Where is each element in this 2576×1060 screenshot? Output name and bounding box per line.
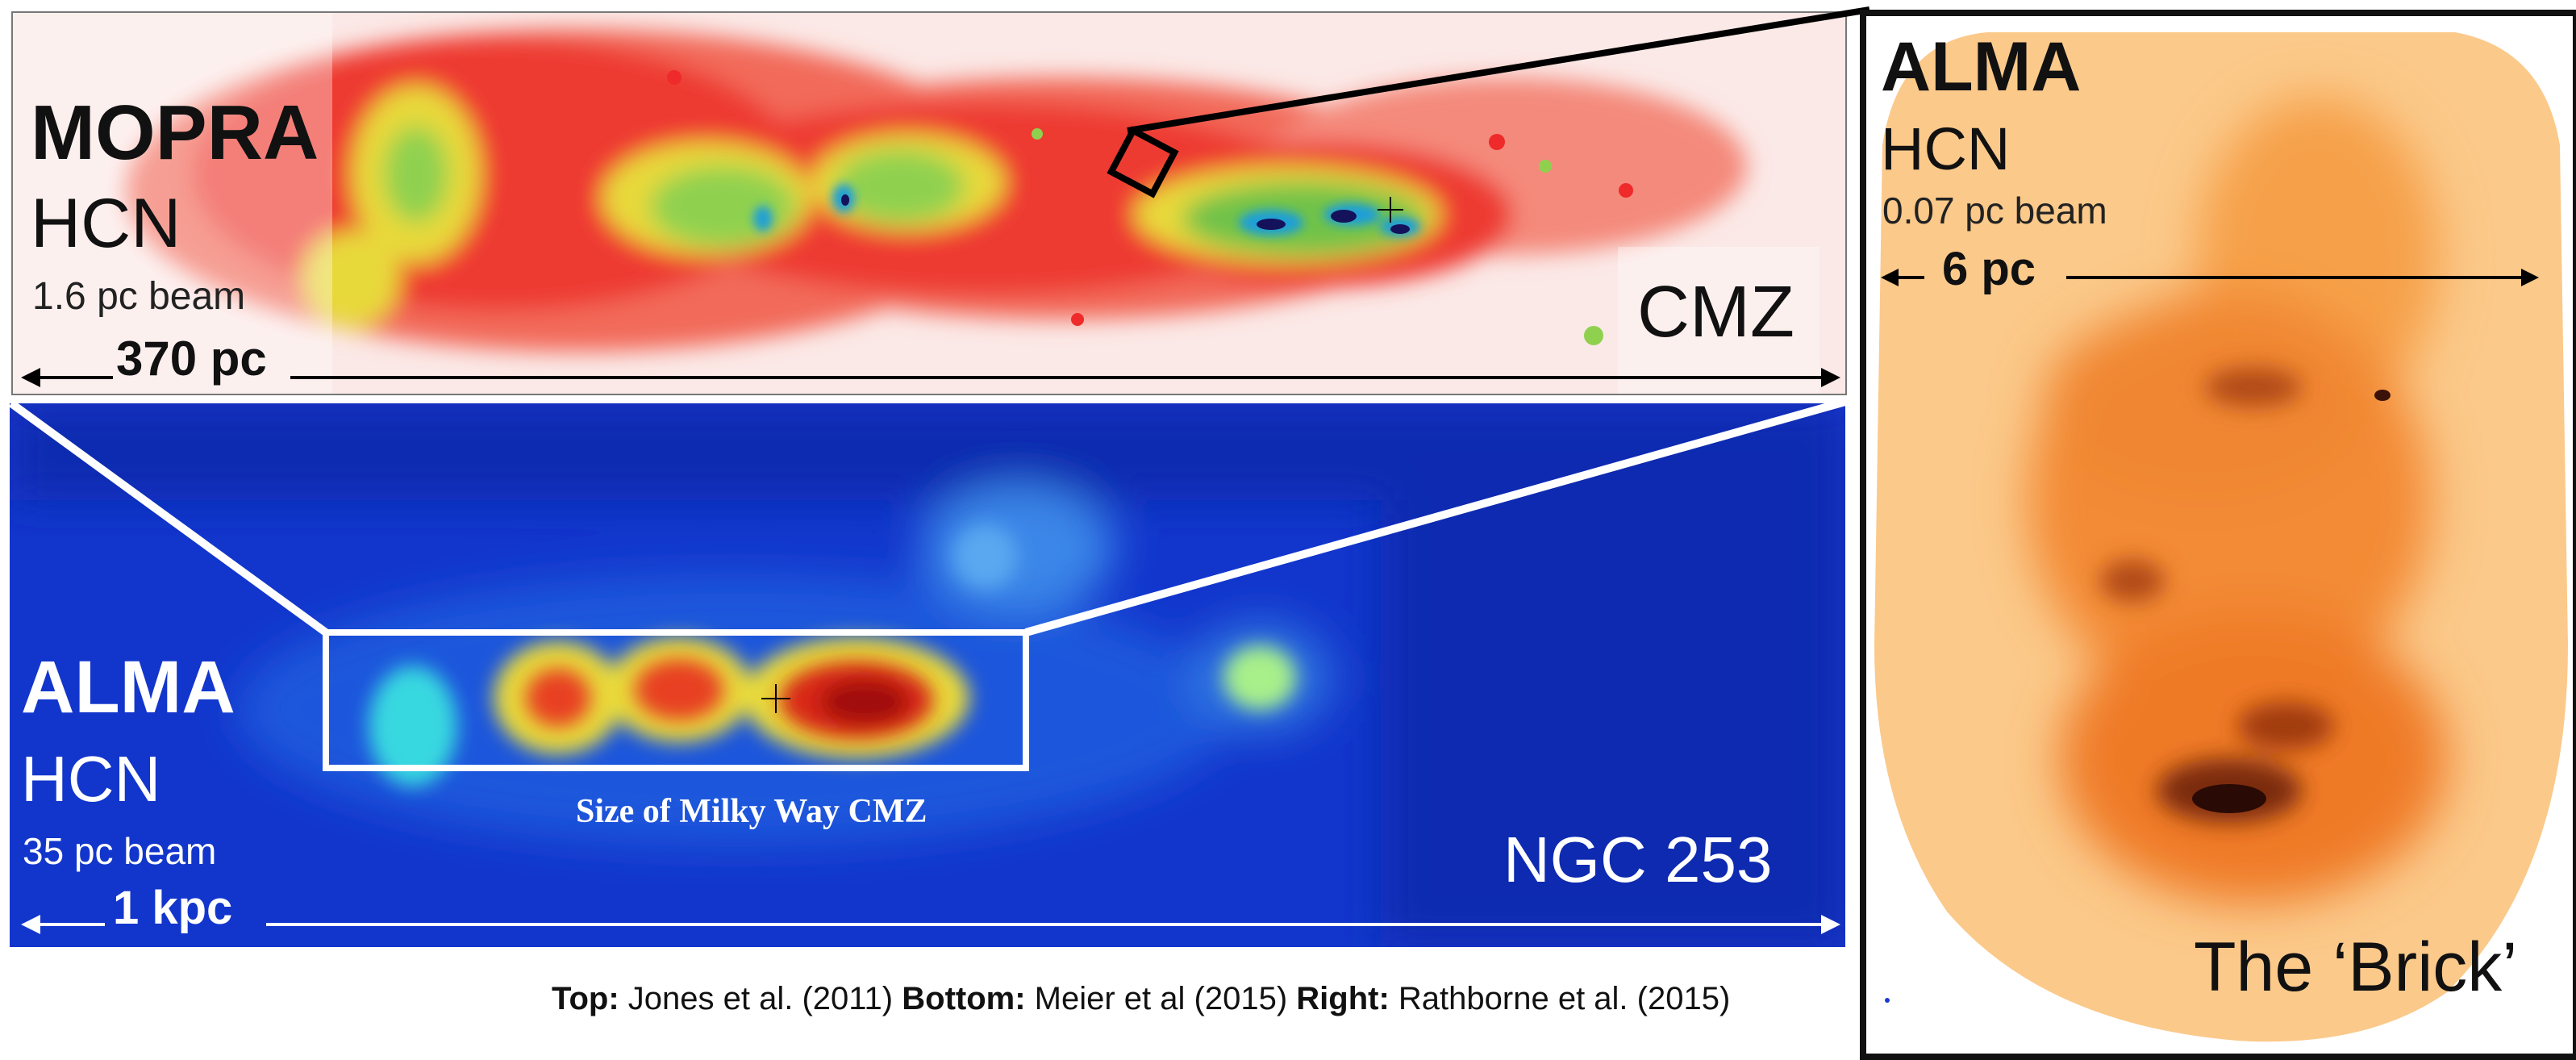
credits-line: Top: Jones et al. (2011) Bottom: Meier e…	[552, 981, 1730, 1017]
right-telescope-label: ALMA	[1881, 28, 2082, 106]
top-beam-label: 1.6 pc beam	[32, 275, 246, 318]
ngc253-map-panel	[10, 403, 1845, 947]
bottom-telescope-label: ALMA	[21, 646, 236, 728]
bottom-beam-label: 35 pc beam	[23, 830, 217, 872]
top-molecule-label: HCN	[31, 185, 181, 262]
brick-label: The ‘Brick’	[2194, 929, 2518, 1006]
credit-right-ref: Rathborne et al. (2015)	[1398, 981, 1731, 1016]
credit-top-label: Top:	[552, 981, 619, 1016]
crosshair-marker	[761, 684, 790, 713]
ngc253-emission-map	[10, 403, 1845, 947]
credit-bottom-ref: Meier et al (2015)	[1034, 981, 1288, 1016]
bottom-molecule-label: HCN	[21, 743, 161, 815]
mopra-emission-map	[13, 13, 1845, 394]
right-scale-label: 6 pc	[1942, 243, 2036, 295]
top-region-label: CMZ	[1637, 272, 1794, 353]
bottom-scale-bar	[21, 915, 1840, 934]
crosshair-marker	[1378, 197, 1403, 223]
brick-zoom-box	[1107, 126, 1179, 198]
top-telescope-label: MOPRA	[31, 90, 319, 176]
cmz-size-box	[323, 629, 1029, 771]
top-scale-bar	[21, 368, 1840, 387]
right-beam-label: 0.07 pc beam	[1882, 190, 2107, 232]
right-scale-bar	[1881, 269, 2539, 286]
credit-top-ref: Jones et al. (2011)	[627, 981, 894, 1016]
bottom-scale-label: 1 kpc	[113, 882, 233, 934]
brick-emission-map	[1874, 32, 2568, 1042]
credit-bottom-label: Bottom:	[902, 981, 1026, 1016]
brick-map-panel	[1860, 10, 2576, 1060]
mopra-map-panel	[11, 11, 1847, 395]
credit-right-label: Right:	[1296, 981, 1390, 1016]
right-molecule-label: HCN	[1881, 115, 2011, 182]
cmz-box-label: Size of Milky Way CMZ	[576, 793, 927, 830]
galaxy-label: NGC 253	[1503, 824, 1773, 895]
top-scale-label: 370 pc	[116, 332, 267, 386]
